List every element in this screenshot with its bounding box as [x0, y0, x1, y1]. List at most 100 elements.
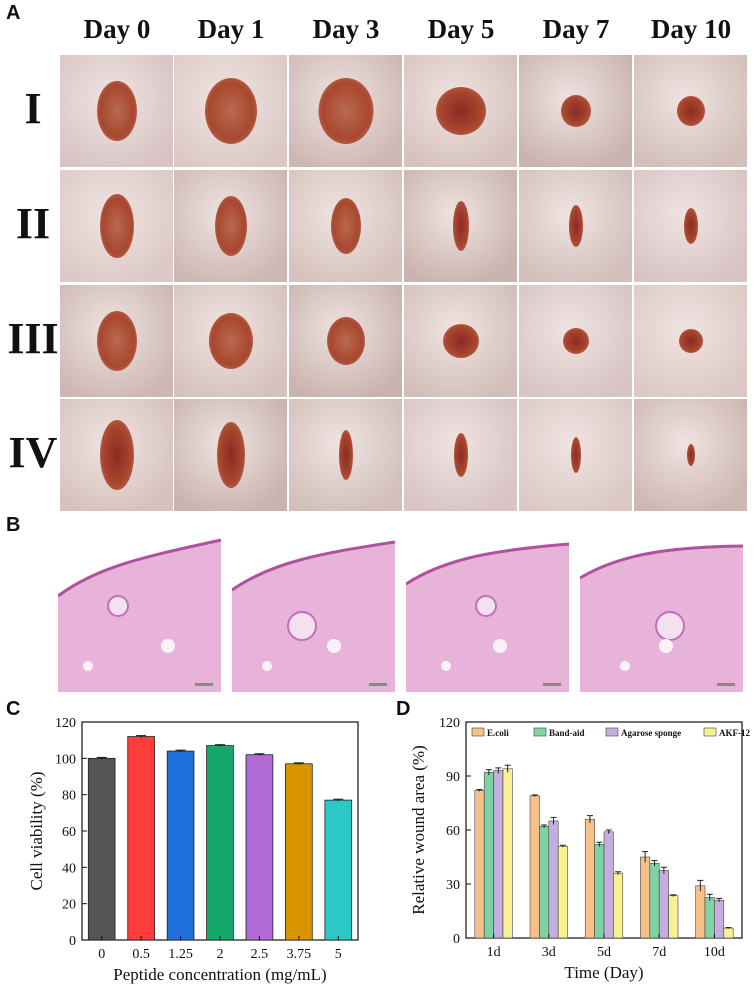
x-tick-label: 7d [652, 945, 666, 960]
wound-mark [208, 313, 253, 369]
y-tick-label: 30 [446, 878, 460, 893]
wound-mark [99, 194, 134, 258]
wound-mark [570, 437, 581, 473]
y-axis-label: Relative wound area (%) [409, 745, 428, 914]
wound-mark [686, 444, 695, 466]
day-label: Day 10 [650, 14, 732, 44]
bar [87, 757, 116, 941]
bar [245, 754, 274, 941]
wound-photo [519, 399, 632, 511]
wound-photo [519, 55, 632, 167]
legend-label: Agarose sponge [621, 728, 681, 738]
y-tick-label: 0 [453, 932, 460, 947]
x-tick-label: 10d [704, 945, 725, 960]
bar [557, 845, 568, 939]
scale-bar [195, 683, 213, 686]
bar [502, 768, 513, 939]
wound-mark [442, 324, 479, 358]
bar [548, 820, 559, 939]
bar [714, 899, 725, 939]
y-tick-label: 100 [55, 752, 76, 767]
wound-photo [174, 55, 287, 167]
wound-photo [60, 399, 173, 511]
wound-photo [519, 285, 632, 397]
wound-mark [330, 198, 361, 254]
wound-mark [435, 87, 486, 135]
wound-mark [216, 422, 245, 488]
wound-photo [634, 170, 747, 282]
wound-mark [318, 78, 373, 144]
wound-mark [560, 95, 591, 127]
wound-photo [289, 55, 402, 167]
x-tick-label: 2.5 [251, 947, 269, 962]
bar [594, 844, 605, 939]
wound-mark [452, 201, 469, 251]
wound-mark [683, 208, 698, 244]
bar [493, 770, 504, 939]
wound-photo [174, 170, 287, 282]
wound-mark [96, 311, 137, 371]
bar [584, 818, 595, 939]
x-tick-label: 1d [487, 945, 501, 960]
bar [658, 870, 669, 939]
y-tick-label: 40 [62, 861, 76, 876]
wound-photo [60, 170, 173, 282]
x-tick-label: 0.5 [132, 947, 150, 962]
scale-bar [717, 683, 735, 686]
bar [127, 736, 155, 941]
wound-mark [338, 430, 353, 480]
bar [166, 750, 195, 941]
x-tick-label: 1.25 [168, 947, 193, 962]
wound-mark [453, 433, 468, 477]
scale-bar [369, 683, 387, 686]
wound-mark [568, 205, 583, 247]
bar [285, 763, 313, 941]
wound-photo [60, 55, 173, 167]
wound-mark [204, 78, 257, 144]
wound-photo [174, 285, 287, 397]
x-axis-label: Time (Day) [564, 963, 643, 982]
bar [324, 799, 353, 941]
x-tick-label: 5 [335, 947, 342, 962]
legend-swatch [605, 727, 619, 737]
y-tick-label: 60 [62, 825, 76, 840]
y-tick-label: 90 [446, 770, 460, 785]
x-tick-label: 0 [98, 947, 105, 962]
legend-swatch [533, 727, 547, 737]
wound-mark [562, 328, 589, 354]
y-tick-label: 80 [62, 789, 76, 804]
wound-mark [96, 81, 137, 141]
wound-photo [634, 399, 747, 511]
legend-swatch [471, 727, 485, 737]
bar [640, 856, 651, 939]
histology-image [580, 526, 743, 692]
bar [206, 745, 234, 941]
wound-photo [404, 285, 517, 397]
day-label: Day 3 [312, 14, 380, 44]
legend-label: E.coli [487, 728, 509, 738]
legend-label: AKF-12 sponge [719, 728, 752, 738]
wound-photo [404, 55, 517, 167]
wound-photo [404, 170, 517, 282]
bar [649, 863, 660, 939]
bar [474, 790, 485, 939]
scale-bar [543, 683, 561, 686]
wound-photo [174, 399, 287, 511]
x-axis-label: Peptide concentration (mg/mL) [113, 965, 326, 984]
wound-photo [289, 399, 402, 511]
panel-b-label: B [6, 514, 21, 536]
wound-area-chart: 0 30 60 90 120 1d 3d 5d 7d 10d E.coli Band-aid Agaro… [409, 716, 752, 982]
histology-image [58, 526, 221, 692]
day-label: Day 7 [542, 14, 610, 44]
cell-viability-chart: 0 20 40 60 80 100 120 0 0.5 1.25 2 2.5 3.75 5 Peptide … [27, 716, 359, 984]
y-axis-label: Cell viability (%) [27, 772, 46, 891]
group-label: III [7, 314, 59, 363]
wound-photo [634, 285, 747, 397]
histology-image [406, 526, 569, 692]
group-label: I [24, 84, 42, 133]
wound-mark [99, 420, 134, 490]
panel-a-label: A [6, 2, 21, 24]
wound-photo [519, 170, 632, 282]
wound-mark [326, 317, 365, 365]
bar [529, 795, 540, 939]
